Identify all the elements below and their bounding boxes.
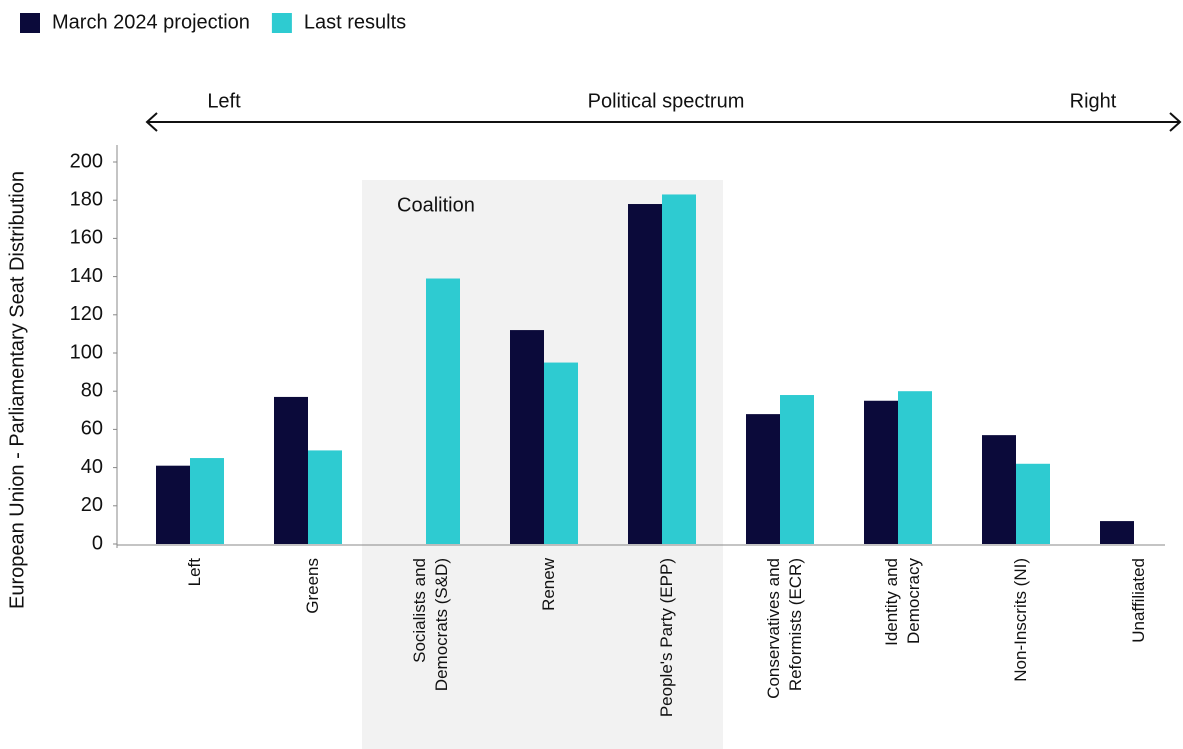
y-tick-label: 40 bbox=[81, 456, 103, 478]
bar bbox=[156, 465, 190, 544]
spectrum-right: Right bbox=[1070, 90, 1117, 112]
y-tick-label: 0 bbox=[92, 532, 103, 554]
bar bbox=[898, 391, 932, 544]
spectrum-title: Political spectrum bbox=[588, 90, 745, 112]
x-tick-label: Conservatives and Reformists (ECR) bbox=[764, 558, 805, 699]
arrow-head bbox=[1169, 112, 1182, 132]
bar bbox=[746, 414, 780, 544]
bar bbox=[780, 395, 814, 544]
bar bbox=[274, 396, 308, 544]
y-tick-label: 80 bbox=[81, 379, 103, 401]
y-axis-title: European Union - Parliamentary Seat Dist… bbox=[6, 171, 28, 609]
legend-swatch bbox=[20, 13, 40, 33]
x-tick-label: Non-Inscrits (NI) bbox=[1011, 558, 1030, 682]
bar bbox=[628, 204, 662, 544]
bar bbox=[982, 435, 1016, 544]
x-tick-label: Greens bbox=[303, 558, 322, 614]
y-tick-label: 180 bbox=[70, 188, 103, 210]
x-tick-label: Left bbox=[185, 558, 204, 587]
y-tick-label: 140 bbox=[70, 265, 103, 287]
bar bbox=[544, 362, 578, 544]
x-tick-label: Renew bbox=[539, 557, 558, 611]
legend-label: Last results bbox=[304, 11, 406, 33]
y-tick-label: 20 bbox=[81, 494, 103, 516]
y-tick-label: 200 bbox=[70, 150, 103, 172]
y-tick-label: 160 bbox=[70, 227, 103, 249]
arrow-head bbox=[145, 112, 158, 132]
x-tick-label: Identity and Democracy bbox=[882, 558, 923, 646]
y-tick-label: 60 bbox=[81, 418, 103, 440]
bar bbox=[662, 194, 696, 544]
legend-swatch bbox=[271, 13, 292, 33]
coalition-label: Coalition bbox=[397, 194, 475, 216]
bar bbox=[190, 458, 224, 544]
spectrum-left: Left bbox=[207, 90, 241, 112]
bar bbox=[426, 278, 460, 544]
legend-label: March 2024 projection bbox=[52, 11, 250, 33]
y-tick-label: 120 bbox=[70, 303, 103, 325]
x-tick-label: Unaffiliated bbox=[1129, 558, 1148, 643]
bar bbox=[308, 450, 342, 544]
x-tick-label: Socialists and Democrats (S&D) bbox=[410, 558, 451, 691]
bar bbox=[864, 400, 898, 544]
x-tick-label: People's Party (EPP) bbox=[657, 558, 676, 717]
bar bbox=[1016, 463, 1050, 544]
bar bbox=[1100, 521, 1134, 544]
y-tick-label: 100 bbox=[70, 341, 103, 363]
bar bbox=[510, 330, 544, 544]
